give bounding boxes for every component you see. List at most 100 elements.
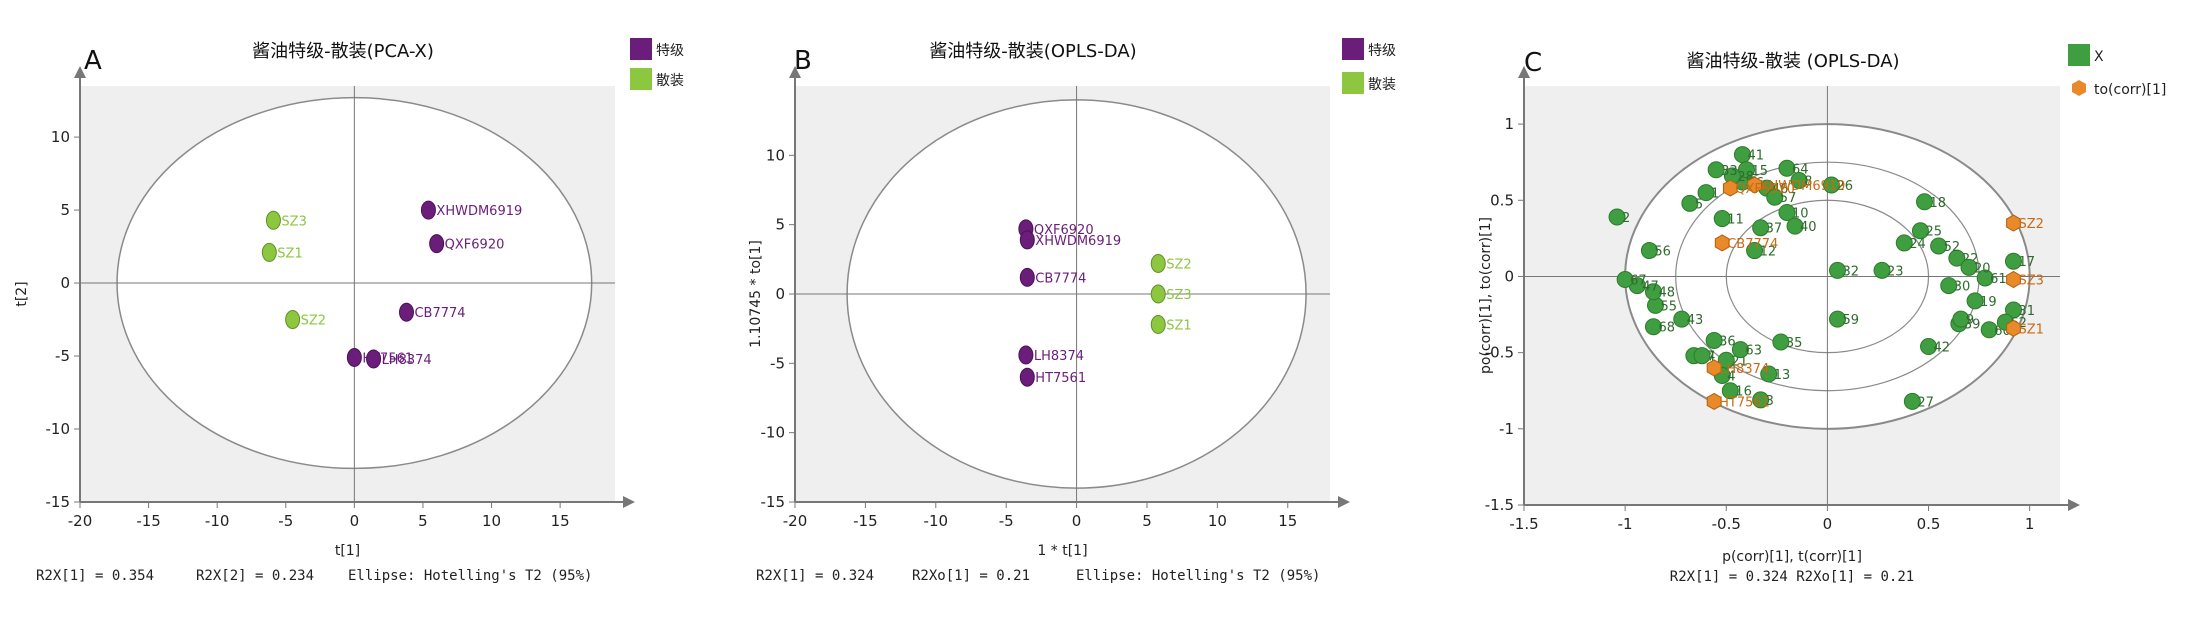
panel-c-x-tick-label: 0.5 (1917, 515, 1941, 533)
panel-c-point (1731, 341, 1749, 359)
panel-c-point-hex (1714, 234, 1730, 252)
panel-c-point (1644, 283, 1662, 301)
panel-a-y-axis-arrow (74, 66, 86, 78)
panel-b-x-tick-label: 5 (1142, 512, 1152, 530)
panel-b-y-axis-arrow (789, 66, 801, 78)
panel-a-y-tick-label: -10 (46, 420, 71, 438)
panel-a-y-tick-label: 5 (60, 201, 70, 219)
panel-a-x-axis-title: t[1] (335, 543, 360, 559)
panel-c-point-label: 32 (1843, 264, 1860, 279)
panel-b-point-label: QXF6920 (1034, 223, 1094, 238)
panel-a-x-tick-label: -10 (205, 512, 230, 530)
panel-c-point-label: 37 (1766, 222, 1783, 237)
panel-b-legend-swatch-1 (1342, 38, 1364, 60)
panel-c-point (1895, 234, 1913, 252)
panel-c-point (1697, 184, 1715, 202)
panel-a-legend-swatch-2 (630, 68, 652, 90)
panel-b-footer-r2x1: R2X[1] = 0.324 (756, 568, 874, 584)
panel-c-point (1737, 161, 1755, 179)
panel-c-point (1760, 365, 1778, 383)
panel-c-point (1786, 217, 1804, 235)
panel-b-x-axis-arrow (1338, 496, 1350, 508)
panel-b-point-label: SZ3 (1166, 288, 1191, 303)
panel-c-x-axis-title: p(corr)[1], t(corr)[1] (1722, 549, 1862, 565)
panel-c-letter: C (1524, 48, 1542, 78)
panel-a-y-tick-label: 10 (51, 128, 70, 146)
panel-c-point-label: 18 (1929, 196, 1946, 211)
panel-a-x-tick-label: -5 (278, 512, 293, 530)
panel-c-x-tick-label: -1.5 (1509, 515, 1538, 533)
panel-c-x-tick-label: -1 (1618, 515, 1633, 533)
panel-b-x-tick-label: -15 (853, 512, 878, 530)
panel-c-y-tick-label: 0.5 (1490, 191, 1514, 209)
panel-c-y-tick-label: -0.5 (1485, 344, 1514, 362)
panel-a-point (265, 210, 281, 230)
panel-c-point (1930, 237, 1948, 255)
panel-c-point (1980, 321, 1998, 339)
panel-c-y-axis-title: po(corr)[1], to(corr)[1] (1478, 217, 1494, 374)
panel-c-point-label: 26 (1836, 179, 1853, 194)
panel-a-point (261, 242, 277, 262)
panel-c-point (1752, 219, 1770, 237)
panel-c-point (1966, 292, 1984, 310)
panel-a-x-tick-label: 15 (551, 512, 570, 530)
panel-c-point-label: 63 (1745, 344, 1762, 359)
panel-b-letter: B (794, 46, 812, 76)
panel-c-point-label: 24 (1909, 237, 1926, 252)
panel-c-point-label: 5 (1695, 197, 1703, 212)
panel-c-x-axis-arrow (2068, 499, 2080, 511)
panel-a-y-axis-title: t[2] (14, 281, 30, 306)
panel-c-point-label: SZ2 (2018, 217, 2043, 232)
panel-c-point (1903, 392, 1921, 410)
panel-b-point-label: SZ2 (1166, 257, 1191, 272)
panel-b-legend-swatch-2 (1342, 72, 1364, 94)
panel-c-point (1746, 242, 1764, 260)
panel-c-point-label: 61 (1990, 272, 2007, 287)
panel-c-point-label: 42 (1934, 341, 1951, 356)
panel-b-x-tick-label: 10 (1208, 512, 1227, 530)
panel-b-x-tick-label: -5 (999, 512, 1014, 530)
panel-c-point (1721, 382, 1739, 400)
panel-c-point-label: 27 (1917, 395, 1934, 410)
panel-c-point-hex (2006, 270, 2021, 289)
panel-a-legend-label-2: 散装 (656, 73, 684, 89)
panel-a-letter: A (84, 46, 102, 76)
panel-b-y-tick-label: 5 (775, 216, 785, 234)
panel-c-point-label: 17 (2018, 255, 2035, 270)
panel-c-point-label: SZ3 (2018, 274, 2043, 289)
panel-b-point-label: LH8374 (1034, 349, 1084, 364)
panel-c-point-label: CB7774 (1727, 237, 1778, 252)
panel-c-point-label: 48 (1658, 286, 1675, 301)
panel-b-point (1150, 315, 1166, 335)
panel-b-point (1019, 230, 1035, 250)
panel-a-footer-r2x2: R2X[2] = 0.234 (196, 568, 314, 584)
panel-b-y-tick-label: -5 (770, 354, 785, 372)
panel-c-point-label: 19 (1980, 295, 1997, 310)
panel-c-y-tick-label: -1.5 (1485, 496, 1514, 514)
panel-c-point-label: 47 (1642, 280, 1659, 295)
panel-a-legend-label-1: 特级 (656, 43, 684, 59)
panel-a-x-tick-label: 5 (418, 512, 428, 530)
panel-c-legend-hexagon (2072, 80, 2086, 96)
panel-a-point (285, 310, 301, 330)
panel-c-point-label: 67 (1630, 274, 1647, 289)
panel-c-point-label: 15 (1751, 164, 1768, 179)
panel-a-point-label: LH8374 (382, 353, 432, 368)
panel-c-point-label: 56 (1654, 245, 1671, 260)
panel-b-point (1150, 284, 1166, 304)
panel-c-point (1705, 331, 1723, 349)
panel-c-point (1920, 338, 1938, 356)
panel-b-x-tick-label: 15 (1278, 512, 1297, 530)
panel-c-point (2004, 252, 2022, 270)
panel-a-x-tick-label: -20 (68, 512, 93, 530)
panel-c-point (1693, 347, 1711, 365)
panel-a-point (429, 234, 445, 254)
panel-c-point-label: 20 (1974, 261, 1991, 276)
panel-c-point-label: 7 (1707, 350, 1715, 365)
panel-c-legend-swatch-1 (2068, 44, 2090, 66)
panel-c-point (1778, 159, 1796, 177)
panel-c-point-hex (1747, 176, 1762, 194)
panel-c-point-label: 11 (1727, 213, 1744, 228)
panel-c-point (1673, 310, 1691, 328)
panel-a-point (366, 349, 382, 369)
